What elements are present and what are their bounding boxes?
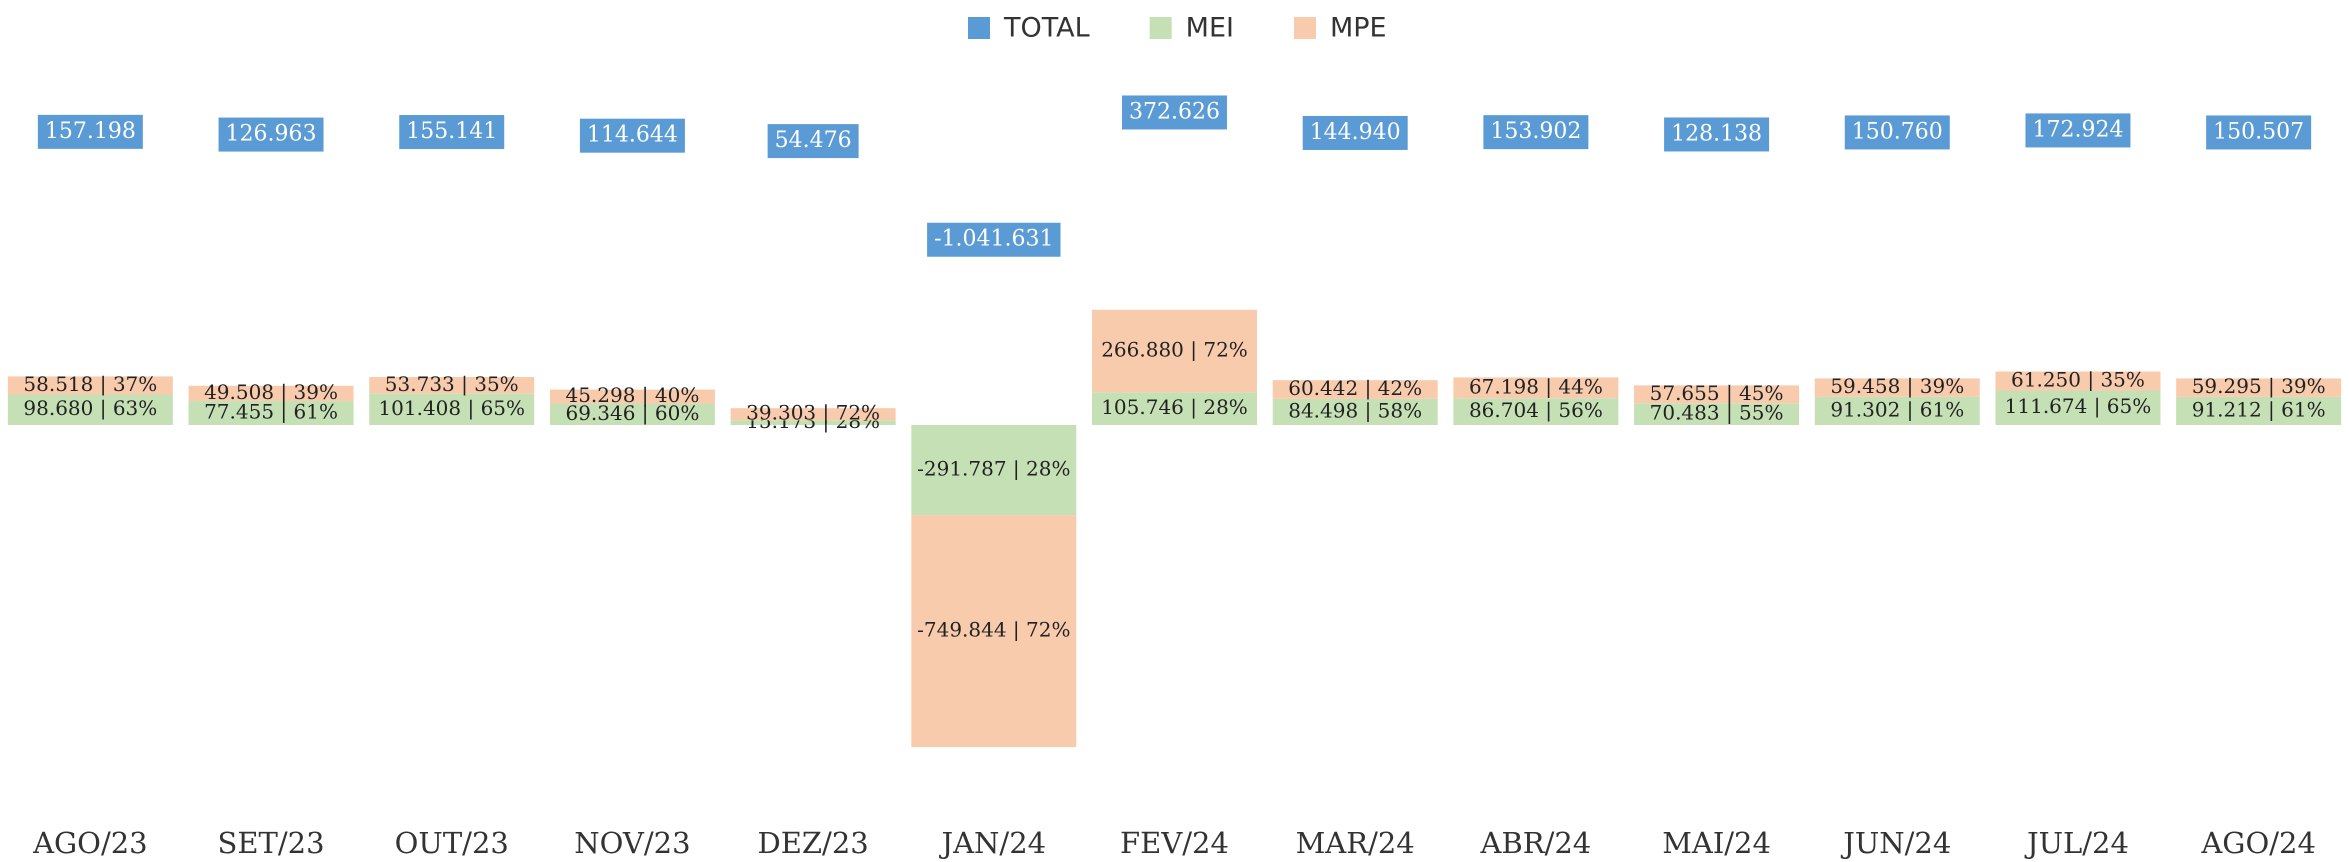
data-label: 111.674 | 65% (2005, 394, 2152, 419)
legend-label: MEI (1186, 13, 1234, 44)
bar-segment (369, 393, 535, 425)
bar-segment (1634, 385, 1800, 404)
legend-swatch (1149, 17, 1172, 39)
bar-segment (7, 376, 173, 395)
bar-segment (549, 389, 715, 404)
bar-segment (1814, 378, 1980, 397)
total-label: 153.902 (1490, 119, 1581, 144)
x-tick-label: FEV/24 (1120, 826, 1229, 860)
data-label: -749.844 | 72% (917, 618, 1070, 643)
bar-segment (911, 515, 1077, 748)
x-tick-label: NOV/23 (574, 826, 690, 860)
bar-segment (188, 401, 354, 425)
data-label: 70.483 | 55% (1650, 401, 1784, 426)
legend-swatch (1293, 17, 1316, 39)
bar-segment (730, 420, 896, 425)
x-tick-label: AGO/23 (32, 826, 148, 860)
x-tick-label: MAR/24 (1296, 826, 1415, 860)
bar-segment (1092, 309, 1257, 393)
total-label: 157.198 (45, 119, 136, 144)
bar-segment (911, 425, 1077, 516)
bar-segment (1092, 392, 1257, 425)
data-label: 57.655 | 45% (1650, 381, 1784, 406)
total-box (399, 115, 505, 150)
data-label: 39.303 | 72% (746, 401, 880, 426)
total-label: 126.963 (226, 122, 317, 147)
data-label: 84.498 | 58% (1288, 398, 1422, 423)
total-label: 150.760 (1852, 119, 1943, 144)
legend-swatch (968, 17, 990, 39)
total-box (579, 118, 685, 153)
bar-segment (7, 394, 173, 425)
bar-segment (1634, 403, 1800, 425)
x-tick-label: MAI/24 (1662, 826, 1771, 860)
bar-segment (1272, 398, 1438, 425)
total-label: 372.626 (1129, 99, 1220, 124)
total-label: 128.138 (1671, 121, 1762, 146)
total-box (1122, 95, 1227, 130)
total-box (1664, 117, 1770, 152)
total-label: -1.041.631 (934, 227, 1053, 252)
bar-segment (188, 385, 354, 402)
bar-segment (730, 408, 896, 421)
x-tick-label: SET/23 (218, 826, 325, 860)
data-label: 61.250 | 35% (2011, 367, 2145, 392)
data-label: 101.408 | 65% (378, 396, 525, 421)
total-label: 54.476 (775, 128, 852, 153)
data-label: 91.212 | 61% (2192, 397, 2326, 422)
bar-segment (1995, 390, 2161, 425)
total-box (1483, 115, 1589, 150)
x-tick-label: AGO/24 (2200, 826, 2316, 860)
data-label: 77.455 | 61% (204, 400, 338, 425)
data-label: 266.880 | 72% (1101, 338, 1248, 363)
bar-segment (2176, 378, 2342, 397)
total-box (218, 117, 324, 152)
data-label: 53.733 | 35% (385, 372, 519, 397)
data-label: 49.508 | 39% (204, 380, 338, 405)
data-label: 98.680 | 63% (23, 396, 157, 421)
bar-segment (369, 377, 535, 394)
data-label: 69.346 | 60% (565, 401, 699, 426)
bar-segment (1814, 396, 1980, 425)
total-label: 150.507 (2213, 119, 2304, 144)
data-label: 60.442 | 42% (1288, 376, 1422, 401)
data-label: 105.746 | 28% (1101, 395, 1248, 420)
data-label: 58.518 | 37% (23, 372, 157, 397)
x-tick-label: ABR/24 (1480, 826, 1592, 860)
total-box (1844, 115, 1950, 150)
bar-segment (1272, 380, 1438, 399)
bar-segment (1453, 398, 1619, 425)
total-box (927, 222, 1061, 257)
total-label: 172.924 (2032, 117, 2123, 142)
data-label: 59.295 | 39% (2192, 374, 2326, 399)
bar-segment (549, 403, 715, 425)
data-label: 45.298 | 40% (565, 383, 699, 408)
total-box (37, 114, 143, 149)
x-tick-label: OUT/23 (395, 826, 509, 860)
total-label: 114.644 (587, 123, 678, 148)
x-tick-label: DEZ/23 (757, 826, 868, 860)
bar-segment (1453, 377, 1619, 399)
total-box (2025, 113, 2131, 148)
data-label: 59.458 | 39% (1830, 374, 1964, 399)
data-label: 86.704 | 56% (1469, 398, 1603, 423)
x-tick-label: JUN/24 (1840, 826, 1951, 860)
legend-label: TOTAL (1003, 13, 1090, 44)
total-box (767, 124, 859, 159)
bar-segment (1995, 371, 2161, 391)
data-label: -291.787 | 28% (917, 457, 1070, 482)
legend-label: MPE (1330, 13, 1387, 44)
data-label: 67.198 | 44% (1469, 374, 1603, 399)
total-label: 144.940 (1310, 120, 1401, 145)
x-tick-label: JUL/24 (2024, 826, 2129, 860)
total-box (1302, 115, 1408, 150)
data-label: 91.302 | 61% (1830, 397, 1964, 422)
bar-segment (2176, 396, 2342, 425)
total-box (2206, 115, 2312, 150)
x-tick-label: JAN/24 (938, 826, 1046, 860)
total-label: 155.141 (406, 119, 497, 144)
